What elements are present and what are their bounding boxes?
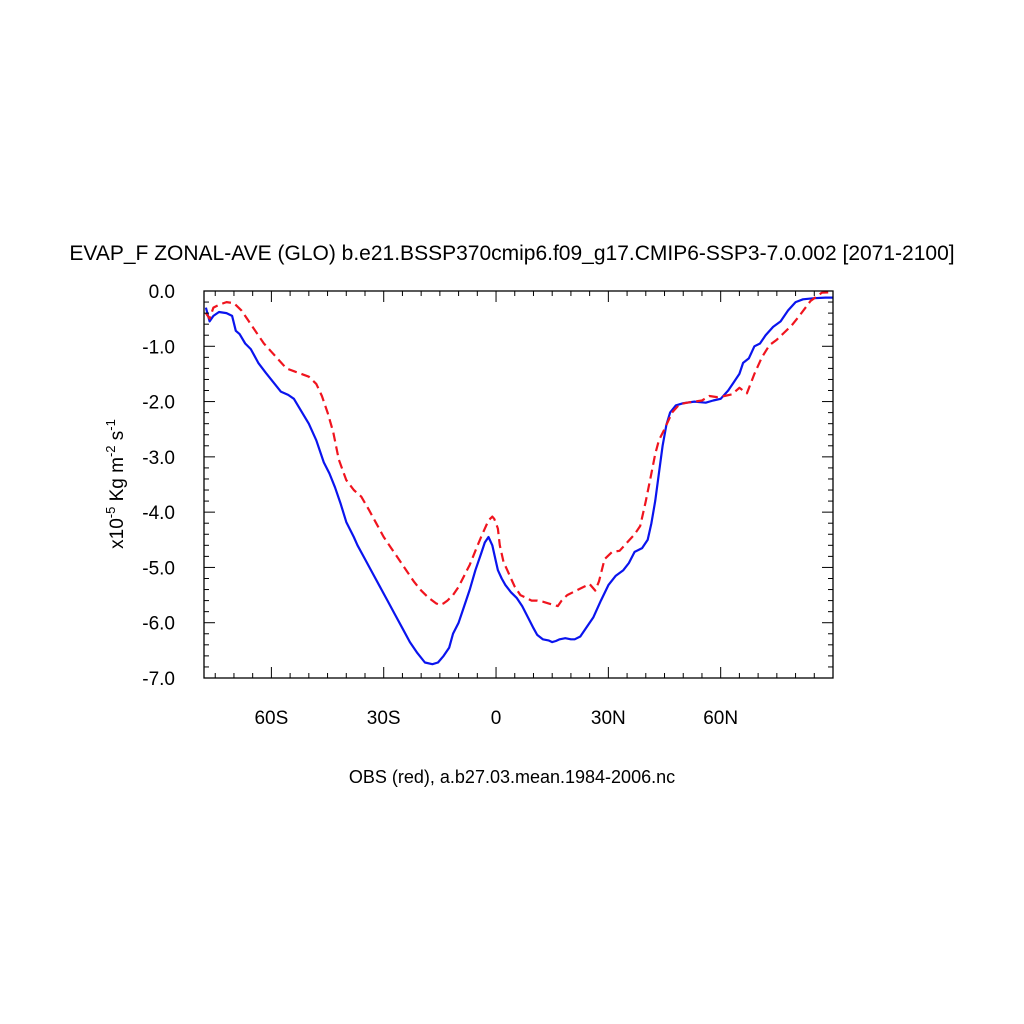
x-tick-label: 60N xyxy=(703,708,738,729)
plot-frame xyxy=(203,290,834,679)
series-line-2 xyxy=(204,291,834,608)
y-tick-label: -2.0 xyxy=(142,393,175,414)
chart-title: EVAP_F ZONAL-AVE (GLO) b.e21.BSSP370cmip… xyxy=(69,242,954,265)
y-axis-label: x10-5 Kg m-2 s-1 xyxy=(103,419,128,549)
x-tick-label: 30S xyxy=(367,708,401,729)
y-tick-label: -4.0 xyxy=(142,503,175,524)
y-tick-label: -1.0 xyxy=(142,337,175,358)
y-tick-label: -6.0 xyxy=(142,614,175,635)
x-tick-label: 0 xyxy=(491,708,502,729)
y-tick-label: -7.0 xyxy=(142,669,175,690)
y-tick-label: 0.0 xyxy=(149,282,175,303)
x-tick-label: 30N xyxy=(591,708,626,729)
y-tick-label: -3.0 xyxy=(142,448,175,469)
chart-caption: OBS (red), a.b27.03.mean.1984-2006.nc xyxy=(349,767,675,787)
x-tick-label: 60S xyxy=(254,708,288,729)
series-line-1 xyxy=(204,296,833,666)
y-tick-label: -5.0 xyxy=(142,558,175,579)
